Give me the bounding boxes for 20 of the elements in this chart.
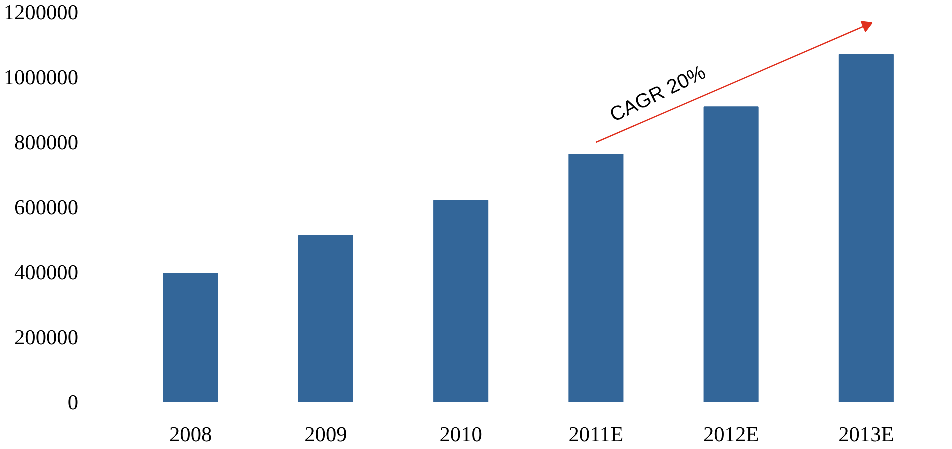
bar bbox=[568, 154, 624, 402]
x-tick-label: 2012E bbox=[703, 422, 760, 446]
bar bbox=[434, 200, 489, 402]
annotation: CAGR 20% bbox=[606, 62, 710, 127]
y-tick-label: 0 bbox=[68, 390, 79, 414]
y-tick-label: 200000 bbox=[14, 326, 78, 350]
x-tick-label: 2010 bbox=[440, 422, 482, 446]
y-tick-label: 1200000 bbox=[4, 0, 79, 24]
x-tick-label: 2009 bbox=[304, 422, 348, 446]
bar bbox=[163, 273, 218, 402]
bar bbox=[298, 235, 354, 402]
x-tick-label: 2011E bbox=[568, 422, 624, 446]
y-tick-label: 1000000 bbox=[4, 66, 79, 90]
x-tick-label: 2008 bbox=[170, 422, 212, 446]
y-tick-label: 400000 bbox=[14, 260, 78, 284]
bar bbox=[704, 106, 759, 402]
x-tick-label: 2013E bbox=[838, 422, 894, 446]
y-tick-label: 800000 bbox=[14, 130, 78, 154]
bar bbox=[838, 54, 894, 402]
y-tick-label: 600000 bbox=[14, 196, 78, 220]
